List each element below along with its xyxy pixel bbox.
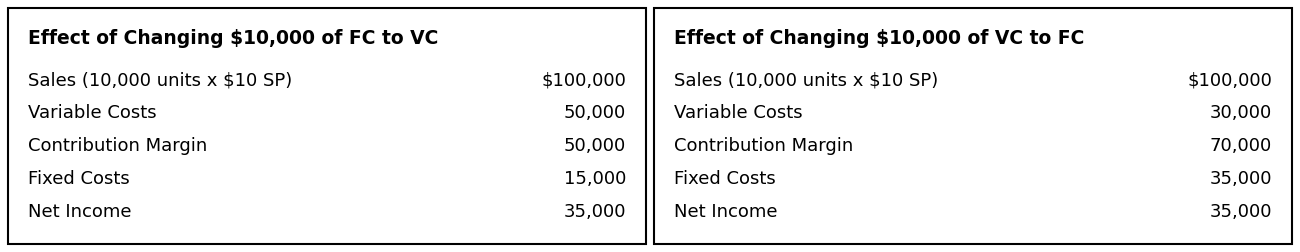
Text: Effect of Changing $10,000 of FC to VC: Effect of Changing $10,000 of FC to VC xyxy=(29,28,438,47)
Text: 35,000: 35,000 xyxy=(1209,170,1271,188)
Text: $100,000: $100,000 xyxy=(541,71,627,89)
Text: 30,000: 30,000 xyxy=(1210,104,1271,122)
Text: 35,000: 35,000 xyxy=(563,203,627,221)
Text: 50,000: 50,000 xyxy=(564,104,627,122)
Text: $100,000: $100,000 xyxy=(1187,71,1271,89)
Text: 70,000: 70,000 xyxy=(1210,137,1271,155)
Text: Sales (10,000 units x $10 SP): Sales (10,000 units x $10 SP) xyxy=(29,71,293,89)
Text: Net Income: Net Income xyxy=(673,203,777,221)
Text: Variable Costs: Variable Costs xyxy=(29,104,156,122)
Text: Fixed Costs: Fixed Costs xyxy=(29,170,130,188)
Text: Fixed Costs: Fixed Costs xyxy=(673,170,776,188)
Text: 35,000: 35,000 xyxy=(1209,203,1271,221)
Bar xyxy=(654,8,1292,244)
Text: Contribution Margin: Contribution Margin xyxy=(29,137,207,155)
Text: Contribution Margin: Contribution Margin xyxy=(673,137,853,155)
Text: Sales (10,000 units x $10 SP): Sales (10,000 units x $10 SP) xyxy=(673,71,939,89)
Text: 50,000: 50,000 xyxy=(564,137,627,155)
Text: Effect of Changing $10,000 of VC to FC: Effect of Changing $10,000 of VC to FC xyxy=(673,28,1084,47)
Text: 15,000: 15,000 xyxy=(564,170,627,188)
Text: Variable Costs: Variable Costs xyxy=(673,104,802,122)
Bar xyxy=(8,8,646,244)
Text: Net Income: Net Income xyxy=(29,203,131,221)
